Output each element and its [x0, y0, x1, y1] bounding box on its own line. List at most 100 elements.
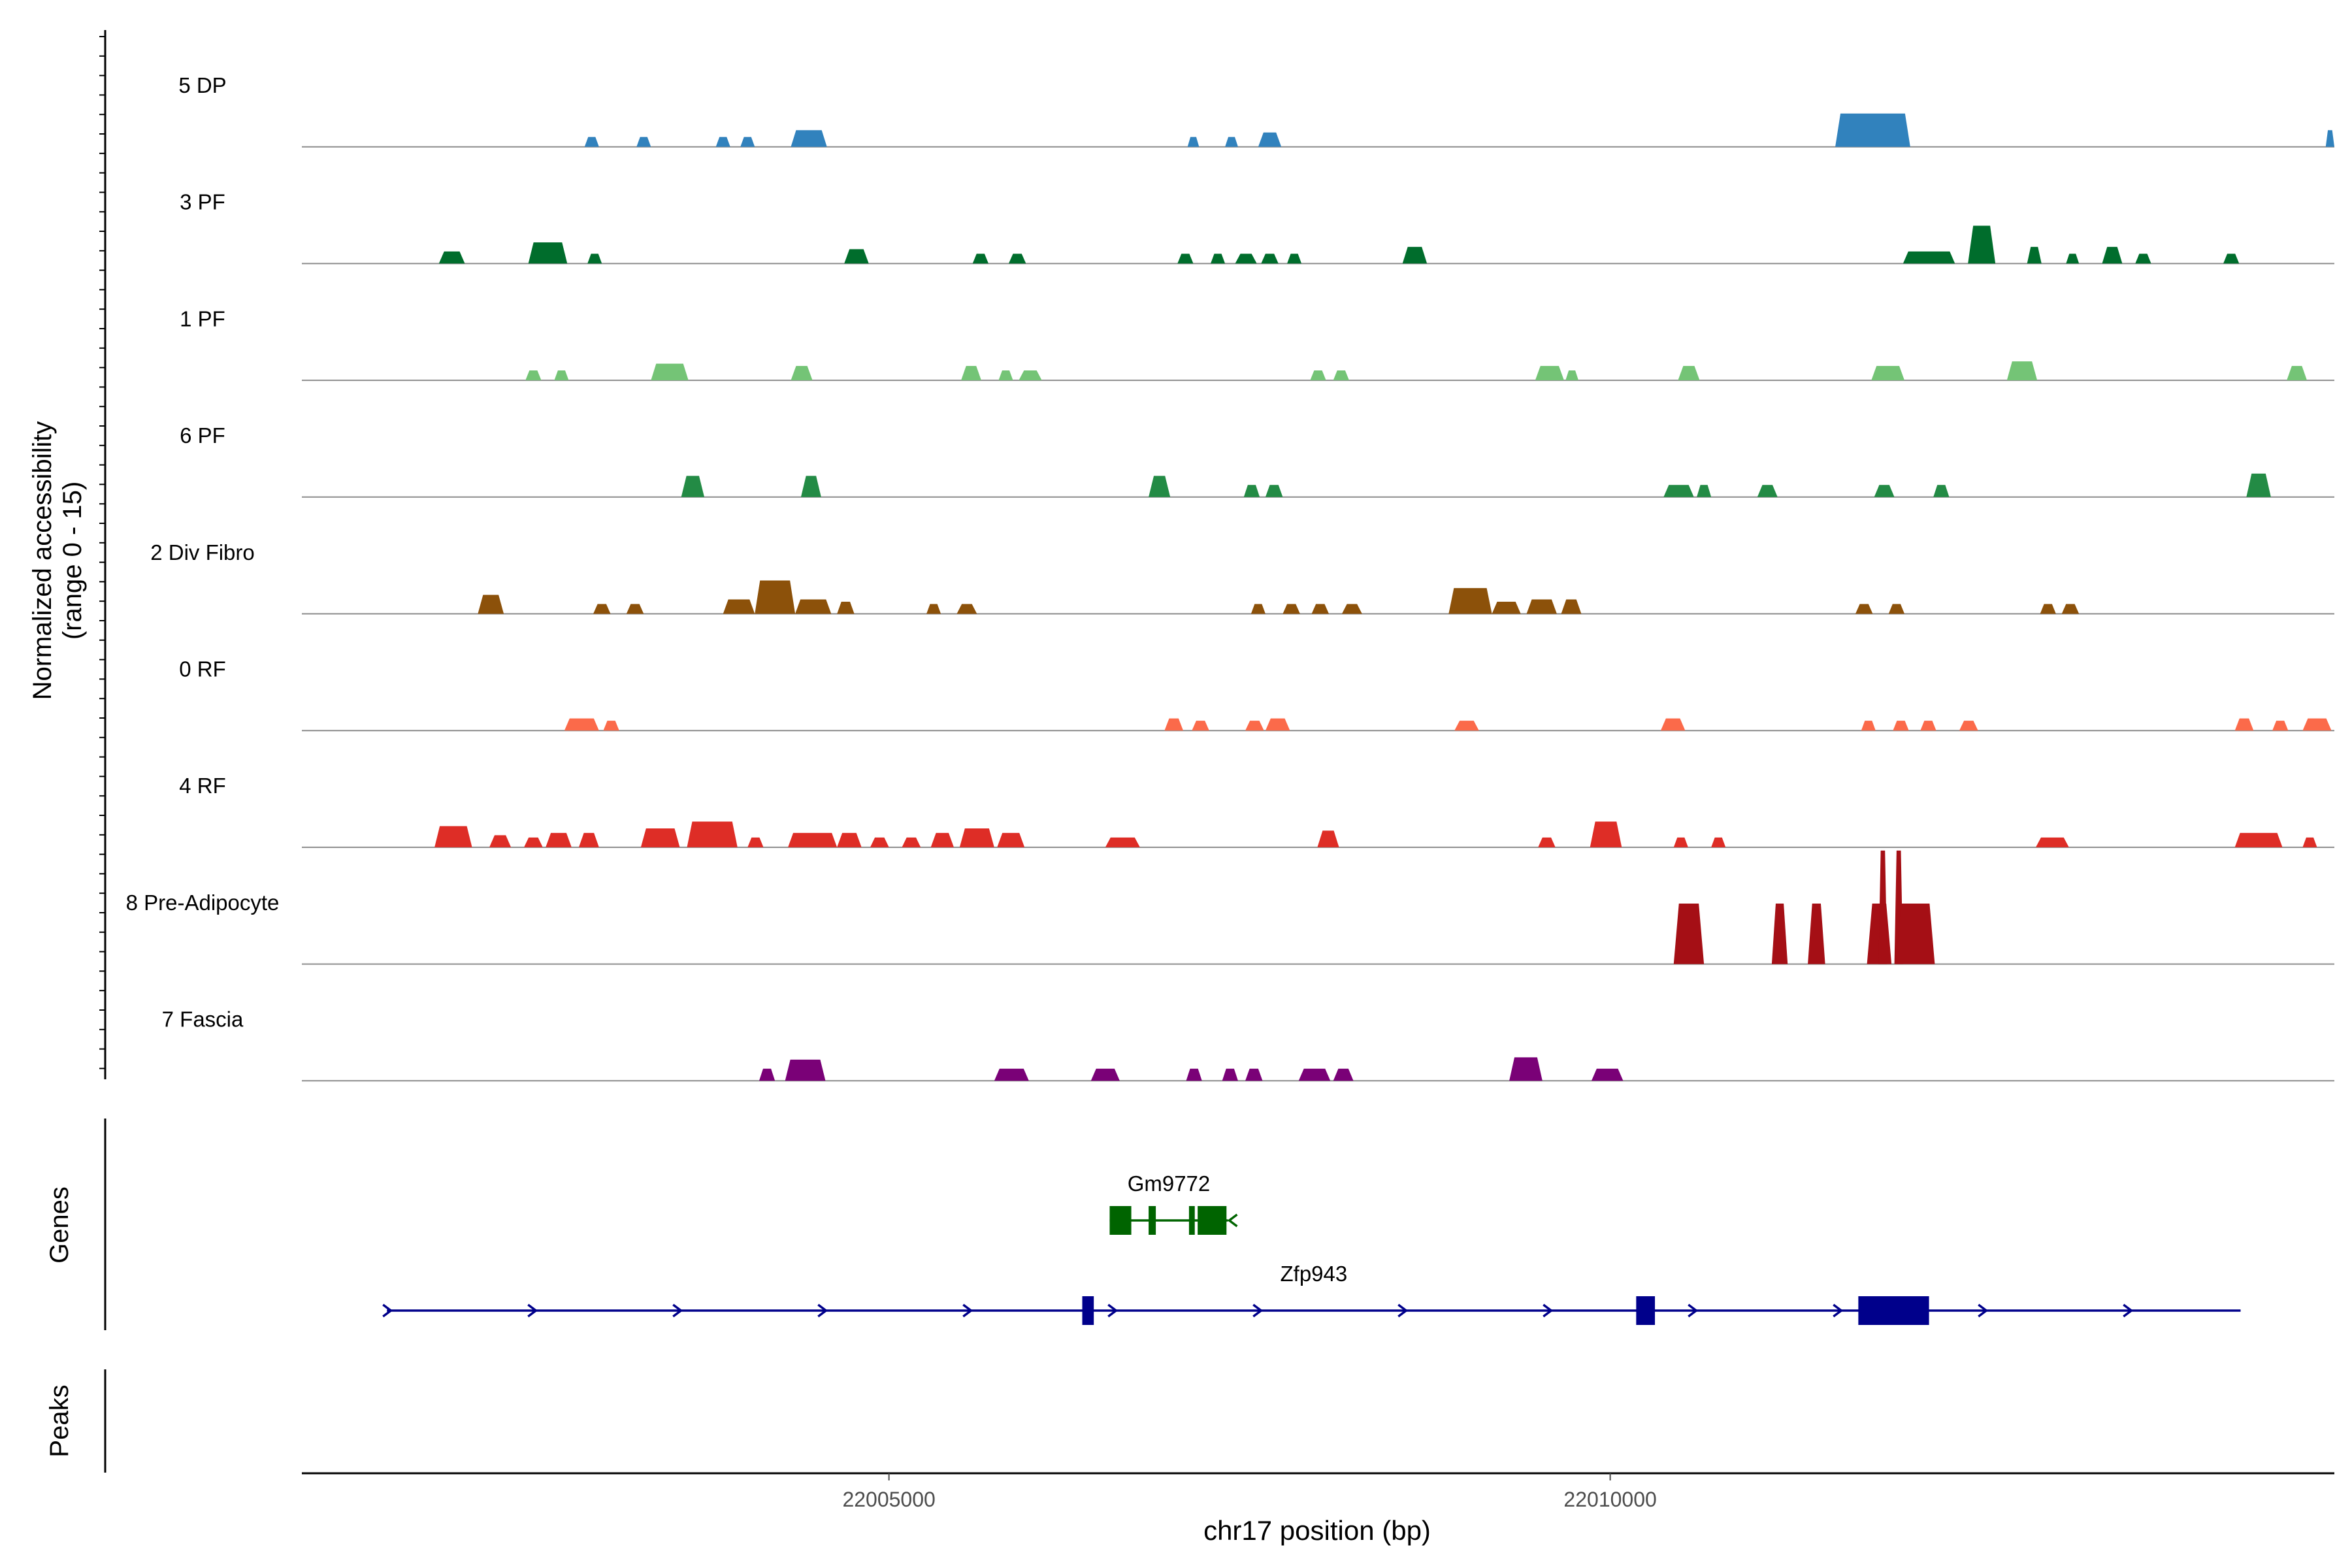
coverage-peak	[1492, 601, 1521, 614]
coverage-peak	[1697, 485, 1712, 497]
coverage-peak	[723, 599, 755, 614]
coverage-peak	[1311, 604, 1330, 614]
strand-arrow	[1227, 1213, 1238, 1228]
coverage-peak	[1298, 1068, 1331, 1081]
coverage-peak	[587, 253, 602, 264]
strand-arrow	[1833, 1303, 1844, 1318]
coverage-peak	[800, 476, 821, 497]
coverage-peak	[434, 826, 472, 847]
strand-arrow	[1397, 1303, 1409, 1318]
track-label-5-dp: 5 DP	[178, 73, 226, 97]
coverage-peak	[1008, 253, 1026, 264]
coverage-peak	[1663, 485, 1694, 497]
coverage-peak	[1258, 132, 1282, 147]
coverage-peak	[1402, 246, 1428, 264]
coverage-peak	[1660, 718, 1686, 731]
coverage-peak	[1211, 253, 1226, 264]
coverage-peak	[837, 832, 862, 847]
gene-exon	[1082, 1296, 1094, 1325]
coverage-peak	[1509, 1057, 1543, 1081]
coverage-peak	[1538, 837, 1556, 847]
coverage-peak	[1222, 1068, 1238, 1081]
coverage-peak	[2325, 130, 2334, 147]
coverage-peak	[930, 832, 954, 847]
coverage-peak	[603, 721, 619, 731]
y-axis-ticks	[99, 36, 105, 1070]
coverage-peak	[1673, 837, 1688, 847]
track-4-rf: 4 RF	[179, 774, 2334, 848]
coverage-peak	[2272, 721, 2289, 731]
coverage-peak	[1090, 1068, 1120, 1081]
coverage-peak	[956, 604, 977, 614]
coverage-peak	[1771, 903, 1788, 964]
coverage-peak	[489, 835, 512, 847]
y-axis-range-label: (range 0 - 15)	[58, 482, 87, 640]
coverage-peak	[1250, 604, 1266, 614]
coverage-peak	[524, 837, 543, 847]
track-7-fascia: 7 Fascia	[162, 1007, 2334, 1082]
coverage-peak	[1186, 1068, 1202, 1081]
coverage-peak	[2246, 473, 2271, 497]
coverage-peak	[791, 366, 813, 381]
coverage-peak	[1225, 137, 1238, 147]
coverage-peak	[1920, 721, 1936, 731]
strand-arrow	[672, 1303, 683, 1318]
strand-arrow	[1107, 1303, 1119, 1318]
track-label-0-rf: 0 RF	[179, 657, 226, 681]
coverage-peak	[1317, 830, 1339, 847]
coverage-peak	[740, 137, 755, 147]
coverage-peak	[1678, 366, 1700, 381]
coverage-peak	[844, 249, 869, 264]
coverage-peak	[1243, 485, 1260, 497]
track-label-4-rf: 4 RF	[179, 774, 226, 798]
y-axis-title: Normalized accessibility	[28, 421, 57, 700]
coverage-peak	[715, 137, 730, 147]
coverage-peak	[1968, 225, 1996, 264]
track-3-pf: 3 PF	[180, 190, 2334, 265]
strand-arrow	[1543, 1303, 1554, 1318]
coverage-peak	[1959, 721, 1978, 731]
coverage-peak	[747, 837, 764, 847]
x-tick-label: 22010000	[1563, 1488, 1656, 1511]
coverage-peak	[2234, 832, 2283, 847]
coverage-peak	[1561, 599, 1582, 614]
gene-exon	[1198, 1206, 1227, 1235]
coverage-peak	[1310, 370, 1326, 381]
coverage-peak	[2066, 253, 2080, 264]
coverage-peak	[1871, 366, 1905, 381]
coverage-peak	[1245, 721, 1264, 731]
coverage-peak	[584, 137, 599, 147]
coverage-peak	[926, 604, 941, 614]
gene-exon	[1149, 1206, 1156, 1235]
coverage-peak	[1757, 485, 1778, 497]
gene-annotation-panel: Gm9772 Zfp943	[382, 1171, 2241, 1325]
gene-exon	[1858, 1296, 1929, 1325]
track-label-6-pf: 6 PF	[180, 423, 225, 448]
coverage-peak	[525, 370, 542, 381]
track-label-2-div-fibro: 2 Div Fibro	[150, 540, 255, 564]
coverage-peak	[593, 604, 611, 614]
coverage-peak	[1177, 253, 1194, 264]
coverage-peak	[785, 1059, 826, 1081]
coverage-peak	[788, 832, 838, 847]
strand-arrow	[817, 1303, 828, 1318]
track-8-pre-adipocyte: 8 Pre-Adipocyte	[126, 850, 2334, 965]
coverage-peak	[1565, 370, 1579, 381]
coverage-peak	[870, 837, 889, 847]
coverage-peak	[2035, 837, 2069, 847]
coverage-peak	[961, 366, 981, 381]
coverage-peak	[1673, 903, 1705, 964]
coverage-peak	[1333, 1068, 1354, 1081]
coverage-peak	[1895, 903, 1935, 964]
coverage-peak	[2234, 718, 2254, 731]
gene-gm9772: Gm9772	[1109, 1171, 1238, 1235]
coverage-peak	[554, 370, 569, 381]
track-label-3-pf: 3 PF	[180, 190, 225, 214]
coverage-peak	[972, 253, 988, 264]
coverage-peak	[640, 828, 680, 847]
coverage-peak	[1164, 718, 1184, 731]
coverage-peak	[478, 595, 504, 614]
coverage-peak	[546, 832, 572, 847]
coverage-peak	[2006, 361, 2038, 381]
